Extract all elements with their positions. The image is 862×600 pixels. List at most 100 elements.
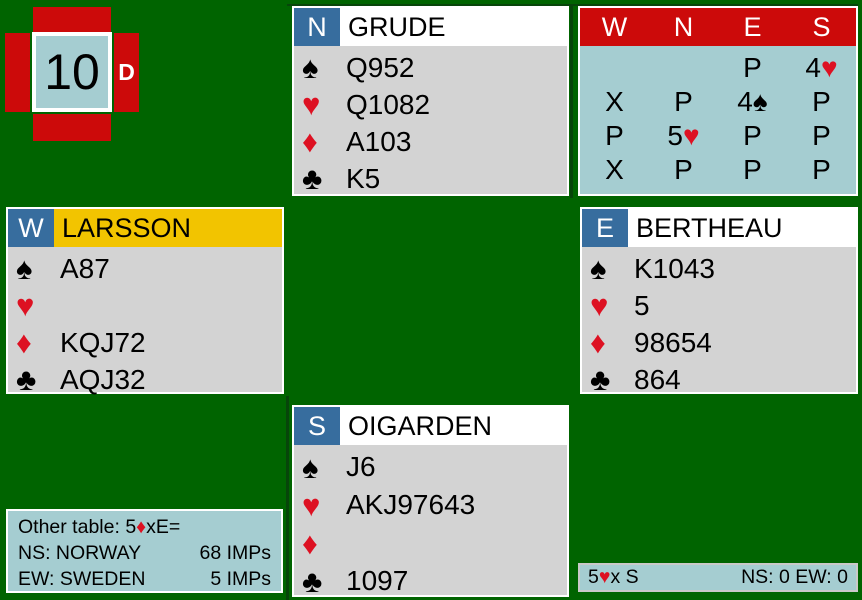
vulnerability-bar-south: [33, 114, 111, 141]
hand-header-north: N GRUDE: [294, 8, 567, 46]
current-contract: 5♥x S: [588, 566, 639, 588]
hand-cards-west: ♠ A87 ♥ ♦ KQJ72 ♣ AQJ32: [8, 247, 282, 398]
dealer-marker: D: [118, 59, 135, 85]
card-row-diamonds: ♦ KQJ72: [16, 324, 282, 361]
card-row-spades: ♠ K1043: [590, 250, 856, 287]
card-values: K1043: [634, 252, 715, 284]
seat-badge-north: N: [294, 8, 340, 46]
spade-icon: ♠: [590, 251, 607, 286]
card-values: J6: [346, 451, 376, 482]
bid-cell: P: [605, 120, 624, 151]
status-bar: 5♥x S NS: 0 EW: 0: [578, 563, 858, 592]
other-table-result: Other table: 5♦xE=: [18, 514, 271, 540]
card-values: A103: [346, 125, 412, 157]
card-row-hearts: ♥: [16, 287, 282, 324]
bid-cell: [580, 51, 649, 85]
seat-badge-west: W: [8, 209, 54, 247]
bid-cell: 4 ♥: [805, 52, 838, 83]
diamond-icon: ♦: [16, 325, 32, 360]
hand-header-west: W LARSSON: [8, 209, 282, 247]
ns-imps: 68 IMPs: [199, 542, 271, 564]
hand-header-south: S OIGARDEN: [294, 407, 567, 445]
card-values: KQJ72: [60, 326, 146, 358]
bid-cell: P: [743, 120, 762, 151]
other-table-label: Other table:: [18, 516, 126, 538]
seat-badge-south: S: [294, 407, 340, 445]
card-values: 864: [634, 363, 681, 395]
hand-panel-south: S OIGARDEN ♠ J6 ♥ AKJ97643 ♦ ♣ 1097: [292, 405, 569, 597]
club-icon: ♣: [16, 362, 37, 397]
card-row-spades: ♠ Q952: [302, 49, 567, 86]
hand-header-east: E BERTHEAU: [582, 209, 856, 247]
auction-column-E: E: [743, 11, 762, 42]
bid-cell: [649, 51, 718, 85]
card-values: 98654: [634, 326, 712, 358]
diamond-icon: ♦: [590, 325, 606, 360]
card-row-spades: ♠ J6: [302, 448, 567, 486]
hand-panel-north: N GRUDE ♠ Q952 ♥ Q1082 ♦ A103 ♣ K5: [292, 6, 569, 196]
spade-icon: ♠: [16, 251, 33, 286]
card-row-hearts: ♥ 5: [590, 287, 856, 324]
card-row-hearts: ♥ Q1082: [302, 86, 567, 123]
bid-cell: P: [743, 154, 762, 185]
grid-line-vertical-top: [570, 4, 573, 198]
player-name-east: BERTHEAU: [628, 209, 856, 247]
vulnerability-bar-west: [5, 33, 30, 112]
diamond-icon: ♦: [302, 525, 318, 561]
club-icon: ♣: [302, 563, 323, 599]
card-values: K5: [346, 162, 381, 194]
board-vulnerability-widget: D 10: [0, 0, 150, 150]
heart-icon: ♥: [590, 288, 609, 323]
card-row-diamonds: ♦: [302, 524, 567, 562]
diamond-icon: ♦: [302, 124, 318, 159]
vulnerability-bar-east: D: [114, 33, 139, 112]
ns-team: NS: NORWAY: [18, 542, 142, 564]
board-number: 10: [32, 32, 112, 112]
club-icon: ♣: [590, 362, 611, 397]
bid-cell: P: [812, 154, 831, 185]
card-values: Q952: [346, 51, 415, 83]
heart-icon: ♥: [16, 288, 35, 323]
auction-bids: P 4 ♥ X P 4 ♠ P P 5 ♥ P P X P P P: [580, 46, 856, 194]
player-name-south: OIGARDEN: [340, 407, 567, 445]
vulnerability-bar-north: [33, 7, 111, 32]
bid-cell: X: [605, 154, 624, 185]
card-values: AQJ32: [60, 363, 146, 395]
spade-icon: ♠: [302, 449, 319, 485]
bid-cell: P: [674, 154, 693, 185]
card-values: 1097: [346, 565, 409, 596]
card-row-diamonds: ♦ 98654: [590, 324, 856, 361]
card-row-clubs: ♣ 1097: [302, 562, 567, 600]
other-table-box: Other table: 5♦xE= NS: NORWAY 68 IMPs EW…: [6, 509, 283, 593]
bid-cell: P: [743, 52, 762, 83]
seat-badge-east: E: [582, 209, 628, 247]
card-values: 5: [634, 289, 650, 321]
card-row-diamonds: ♦ A103: [302, 123, 567, 160]
heart-icon: ♥: [302, 487, 321, 523]
card-row-clubs: ♣ 864: [590, 361, 856, 398]
spade-icon: ♠: [302, 50, 319, 85]
auction-column-N: N: [673, 11, 694, 42]
heart-icon: ♥: [302, 87, 321, 122]
hand-cards-south: ♠ J6 ♥ AKJ97643 ♦ ♣ 1097: [294, 445, 567, 600]
bid-cell: P: [812, 120, 831, 151]
bid-cell: 5 ♥: [667, 120, 700, 151]
card-row-spades: ♠ A87: [16, 250, 282, 287]
ns-imps-row: NS: NORWAY 68 IMPs: [18, 540, 271, 566]
bid-cell: P: [674, 86, 693, 117]
card-values: A87: [60, 252, 110, 284]
club-icon: ♣: [302, 161, 323, 196]
auction-column-W: W: [601, 11, 628, 42]
hand-cards-east: ♠ K1043 ♥ 5 ♦ 98654 ♣ 864: [582, 247, 856, 398]
card-row-hearts: ♥ AKJ97643: [302, 486, 567, 524]
player-name-west: LARSSON: [54, 209, 282, 247]
hand-cards-north: ♠ Q952 ♥ Q1082 ♦ A103 ♣ K5: [294, 46, 567, 197]
bid-cell: X: [605, 86, 624, 117]
player-name-north: GRUDE: [340, 8, 567, 46]
ew-imps: 5 IMPs: [210, 568, 271, 590]
ew-imps-row: EW: SWEDEN 5 IMPs: [18, 566, 271, 592]
other-table-contract: 5♦xE=: [125, 516, 181, 538]
